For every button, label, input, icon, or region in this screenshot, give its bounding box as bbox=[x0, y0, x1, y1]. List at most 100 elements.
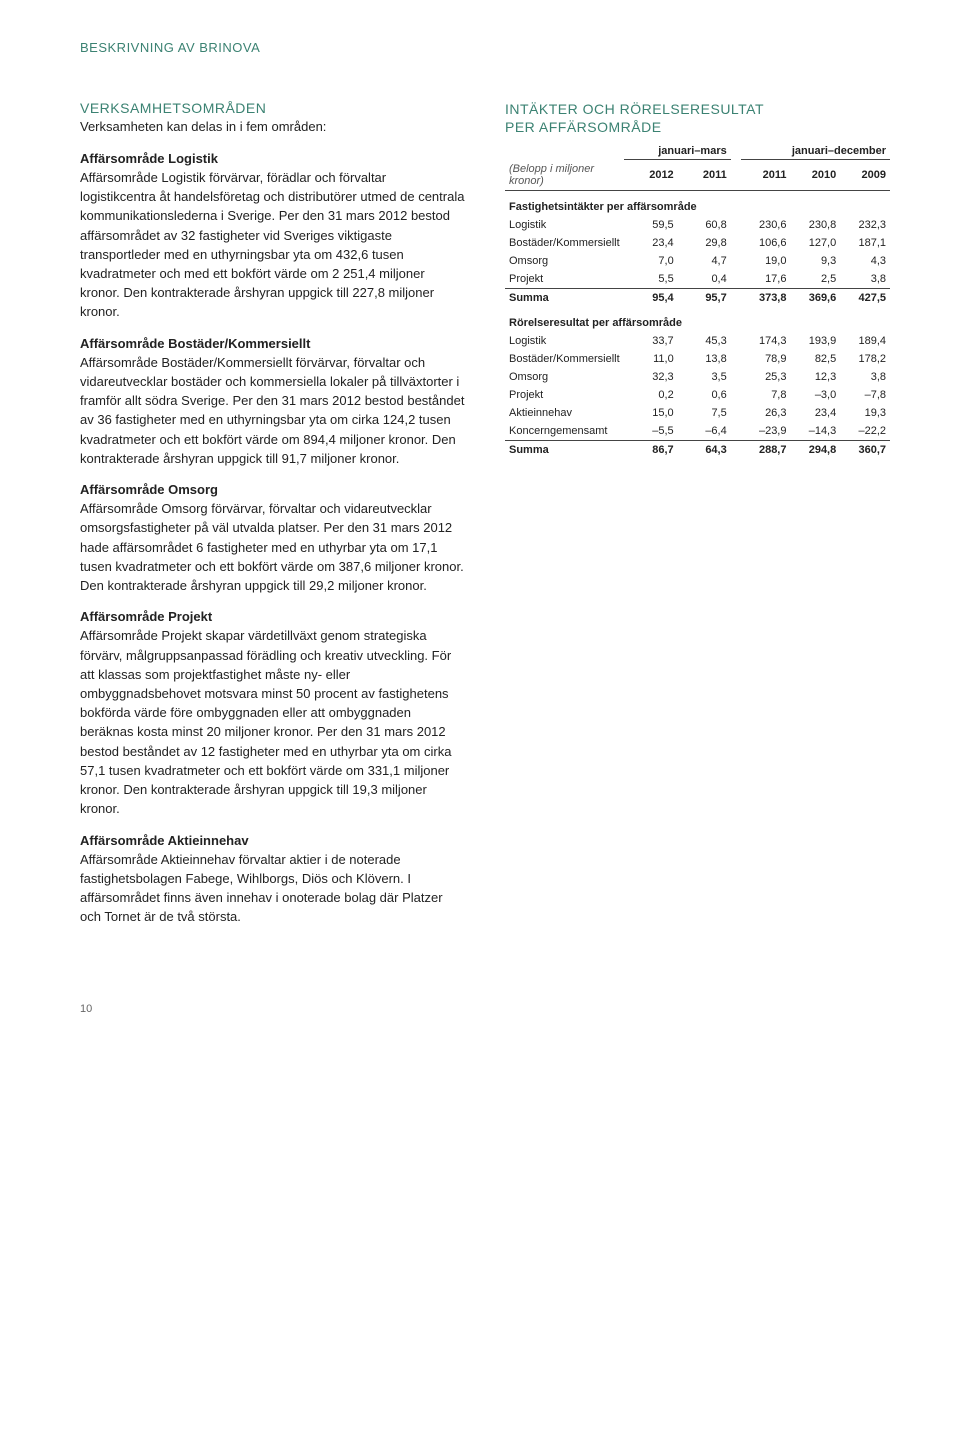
cell: 23,4 bbox=[624, 234, 678, 252]
group-header-row: Fastighetsintäkter per affärsområde bbox=[505, 190, 890, 216]
cell: 17,6 bbox=[741, 270, 791, 289]
block-logistik: Affärsområde Logistik Affärsområde Logis… bbox=[80, 151, 465, 322]
group-header-label: Rörelseresultat per affärsområde bbox=[505, 307, 890, 332]
cell: 3,5 bbox=[678, 368, 731, 386]
sub-title: Affärsområde Projekt bbox=[80, 609, 465, 624]
cell: 32,3 bbox=[624, 368, 678, 386]
cell: 232,3 bbox=[840, 216, 890, 234]
group-header-row: Rörelseresultat per affärsområde bbox=[505, 307, 890, 332]
cell: 5,5 bbox=[624, 270, 678, 289]
cell: 4,3 bbox=[840, 252, 890, 270]
table-period-row: januari–mars januari–december bbox=[505, 142, 890, 160]
table-header-blank bbox=[731, 160, 741, 191]
row-label: Projekt bbox=[505, 270, 624, 289]
cell-spacer bbox=[731, 422, 741, 441]
table-row: Koncerngemensamt –5,5 –6,4 –23,9 –14,3 –… bbox=[505, 422, 890, 441]
sub-title: Affärsområde Logistik bbox=[80, 151, 465, 166]
cell-spacer bbox=[731, 252, 741, 270]
cell: –7,8 bbox=[840, 386, 890, 404]
cell: 4,7 bbox=[678, 252, 731, 270]
cell-spacer bbox=[731, 404, 741, 422]
group-header-label: Fastighetsintäkter per affärsområde bbox=[505, 190, 890, 216]
table-body: Fastighetsintäkter per affärsområde Logi… bbox=[505, 190, 890, 459]
cell: 26,3 bbox=[741, 404, 791, 422]
left-column: VERKSAMHETSOMRÅDEN Verksamheten kan dela… bbox=[80, 100, 465, 933]
cell: 33,7 bbox=[624, 332, 678, 350]
table-row: Omsorg 7,0 4,7 19,0 9,3 4,3 bbox=[505, 252, 890, 270]
table-row: Logistik 59,5 60,8 230,6 230,8 232,3 bbox=[505, 216, 890, 234]
row-label: Koncerngemensamt bbox=[505, 422, 624, 441]
block-projekt: Affärsområde Projekt Affärsområde Projek… bbox=[80, 609, 465, 818]
title-line-2: PER AFFÄRSOMRÅDE bbox=[505, 119, 662, 135]
cell: 13,8 bbox=[678, 350, 731, 368]
cell-spacer bbox=[731, 332, 741, 350]
cell: –5,5 bbox=[624, 422, 678, 441]
section-title-verksamhet: VERKSAMHETSOMRÅDEN bbox=[80, 100, 465, 116]
cell: –6,4 bbox=[678, 422, 731, 441]
cell: 7,5 bbox=[678, 404, 731, 422]
year-col: 2011 bbox=[741, 160, 791, 191]
two-column-layout: VERKSAMHETSOMRÅDEN Verksamheten kan dela… bbox=[80, 100, 890, 933]
page: BESKRIVNING AV BRINOVA VERKSAMHETSOMRÅDE… bbox=[0, 0, 960, 1055]
cell: 78,9 bbox=[741, 350, 791, 368]
cell-spacer bbox=[731, 234, 741, 252]
cell-spacer bbox=[731, 386, 741, 404]
row-label: Summa bbox=[505, 440, 624, 459]
cell: 127,0 bbox=[790, 234, 840, 252]
table-row: Projekt 0,2 0,6 7,8 –3,0 –7,8 bbox=[505, 386, 890, 404]
cell: 19,3 bbox=[840, 404, 890, 422]
table-row: Omsorg 32,3 3,5 25,3 12,3 3,8 bbox=[505, 368, 890, 386]
cell: –3,0 bbox=[790, 386, 840, 404]
cell: 294,8 bbox=[790, 440, 840, 459]
cell: 12,3 bbox=[790, 368, 840, 386]
block-aktieinnehav: Affärsområde Aktieinnehav Affärsområde A… bbox=[80, 833, 465, 927]
cell: 15,0 bbox=[624, 404, 678, 422]
cell: 64,3 bbox=[678, 440, 731, 459]
cell-spacer bbox=[731, 216, 741, 234]
row-label: Logistik bbox=[505, 216, 624, 234]
table-years-row: (Belopp i miljoner kronor) 2012 2011 201… bbox=[505, 160, 890, 191]
page-number: 10 bbox=[80, 1003, 890, 1015]
cell: 29,8 bbox=[678, 234, 731, 252]
cell: 3,8 bbox=[840, 270, 890, 289]
cell: 23,4 bbox=[790, 404, 840, 422]
body-paragraph: Affärsområde Logistik förvärvar, förädla… bbox=[80, 168, 465, 322]
cell: 7,0 bbox=[624, 252, 678, 270]
cell: 230,8 bbox=[790, 216, 840, 234]
row-label: Aktieinnehav bbox=[505, 404, 624, 422]
cell: 360,7 bbox=[840, 440, 890, 459]
cell: 82,5 bbox=[790, 350, 840, 368]
cell: 2,5 bbox=[790, 270, 840, 289]
table-row: Logistik 33,7 45,3 174,3 193,9 189,4 bbox=[505, 332, 890, 350]
cell: 7,8 bbox=[741, 386, 791, 404]
block-bostader: Affärsområde Bostäder/Kommersiellt Affär… bbox=[80, 336, 465, 468]
intro-line: Verksamheten kan delas in i fem områden: bbox=[80, 118, 465, 137]
year-col: 2010 bbox=[790, 160, 840, 191]
year-col: 2012 bbox=[624, 160, 678, 191]
table-header-blank bbox=[505, 142, 624, 160]
cell: –22,2 bbox=[840, 422, 890, 441]
cell: 189,4 bbox=[840, 332, 890, 350]
block-omsorg: Affärsområde Omsorg Affärsområde Omsorg … bbox=[80, 482, 465, 595]
body-paragraph: Affärsområde Omsorg förvärvar, förvaltar… bbox=[80, 499, 465, 595]
row-label: Summa bbox=[505, 288, 624, 307]
row-label: Omsorg bbox=[505, 368, 624, 386]
period-jan-mars: januari–mars bbox=[624, 142, 731, 160]
years-label: (Belopp i miljoner kronor) bbox=[505, 160, 624, 191]
cell: 288,7 bbox=[741, 440, 791, 459]
sum-row: Summa 86,7 64,3 288,7 294,8 360,7 bbox=[505, 440, 890, 459]
cell-spacer bbox=[731, 288, 741, 307]
cell: 86,7 bbox=[624, 440, 678, 459]
cell: 45,3 bbox=[678, 332, 731, 350]
sub-title: Affärsområde Aktieinnehav bbox=[80, 833, 465, 848]
cell: 95,4 bbox=[624, 288, 678, 307]
cell: 3,8 bbox=[840, 368, 890, 386]
year-col: 2011 bbox=[678, 160, 731, 191]
cell: 60,8 bbox=[678, 216, 731, 234]
body-paragraph: Affärsområde Bostäder/Kommersiellt förvä… bbox=[80, 353, 465, 468]
sum-row: Summa 95,4 95,7 373,8 369,6 427,5 bbox=[505, 288, 890, 307]
cell: 0,2 bbox=[624, 386, 678, 404]
body-paragraph: Affärsområde Projekt skapar värdetillväx… bbox=[80, 626, 465, 818]
row-label: Logistik bbox=[505, 332, 624, 350]
cell: 193,9 bbox=[790, 332, 840, 350]
